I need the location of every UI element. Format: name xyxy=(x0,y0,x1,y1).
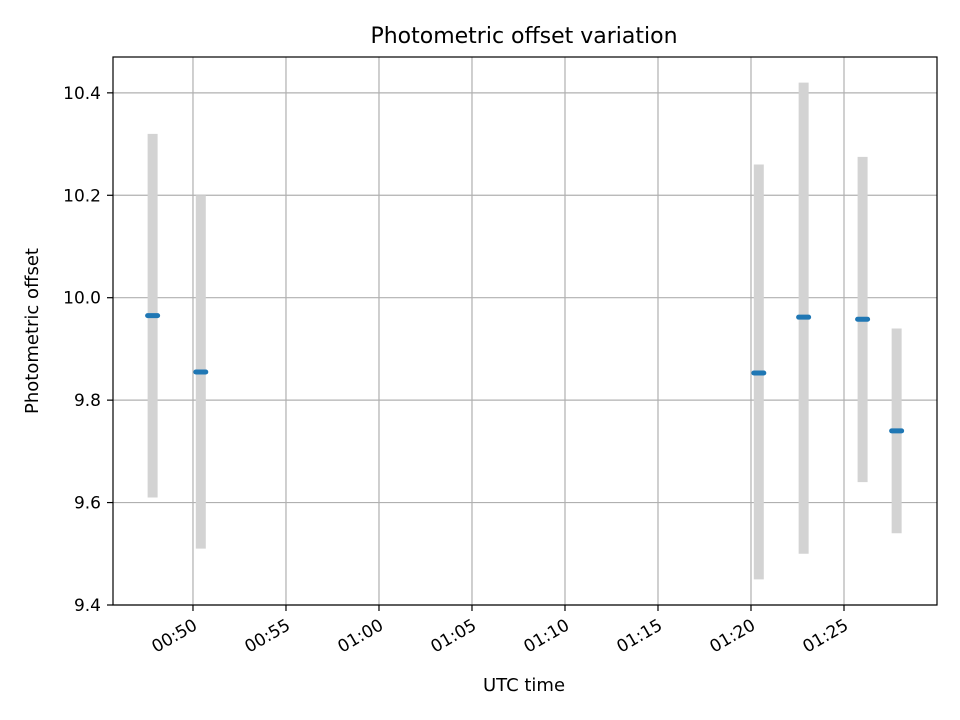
y-tick-label: 9.6 xyxy=(74,494,101,514)
data-markers xyxy=(145,313,905,434)
y-tick-label: 9.4 xyxy=(74,596,101,616)
y-tick-label: 10.0 xyxy=(63,289,101,309)
y-tick-label: 10.4 xyxy=(63,84,101,104)
chart-title: Photometric offset variation xyxy=(370,24,677,49)
axes-frame xyxy=(112,56,938,606)
x-axis-label: UTC time xyxy=(483,675,565,696)
y-tick-label: 9.8 xyxy=(74,391,101,411)
y-axis-ticks: 9.4 9.6 9.8 10.0 10.2 10.4 xyxy=(63,84,113,616)
y-axis-label: Photometric offset xyxy=(22,248,43,414)
y-tick-label: 10.2 xyxy=(63,186,101,206)
